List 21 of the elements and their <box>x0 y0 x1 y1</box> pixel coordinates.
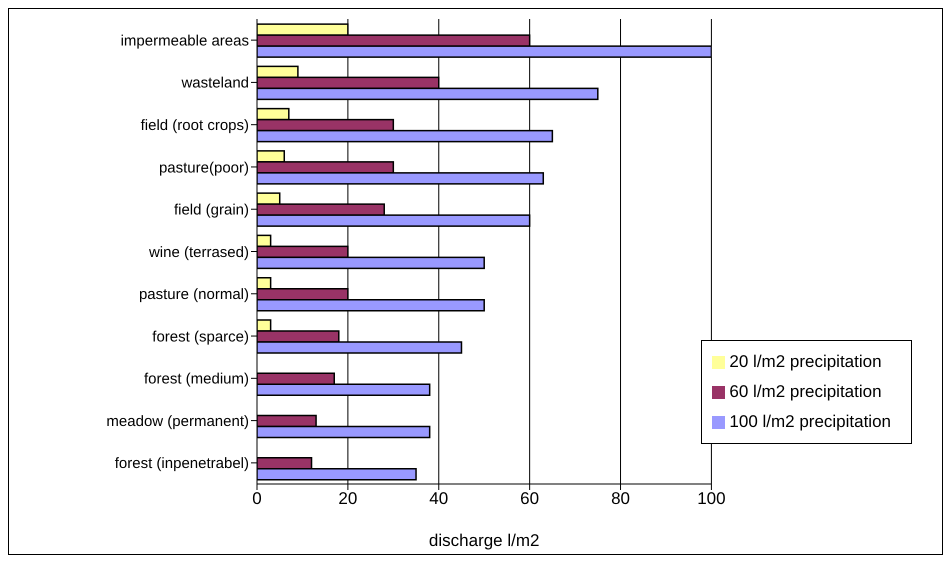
y-tick-label: impermeable areas <box>120 32 249 50</box>
y-tick-label: wine (terrased) <box>148 244 249 261</box>
x-axis-title: discharge l/m2 <box>428 531 540 550</box>
x-tick-label: 40 <box>429 489 448 508</box>
y-tick-label: pasture (normal) <box>138 286 249 304</box>
y-tick-label: forest (inpenetrabel) <box>114 455 249 472</box>
y-tick-label: meadow (permanent) <box>106 412 249 430</box>
legend-label: 60 l/m2 precipitation <box>729 382 882 401</box>
x-tick-label: 80 <box>611 489 630 508</box>
y-tick-label: field (grain) <box>174 202 250 219</box>
legend-label: 100 l/m2 precipitation <box>729 412 891 431</box>
y-tick-label: wasteland <box>180 74 249 92</box>
x-tick-label: 100 <box>697 489 726 508</box>
x-tick-label: 60 <box>520 489 540 508</box>
x-tick-label: 20 <box>338 489 358 508</box>
y-tick-label: forest (sparce) <box>152 328 249 346</box>
y-tick-label: field (root crops) <box>140 117 249 134</box>
legend-label: 20 l/m2 precipitation <box>729 352 882 371</box>
y-tick-label: forest (medium) <box>144 370 249 388</box>
x-tick-label: 0 <box>252 489 262 508</box>
y-tick-label: pasture(poor) <box>158 159 249 176</box>
